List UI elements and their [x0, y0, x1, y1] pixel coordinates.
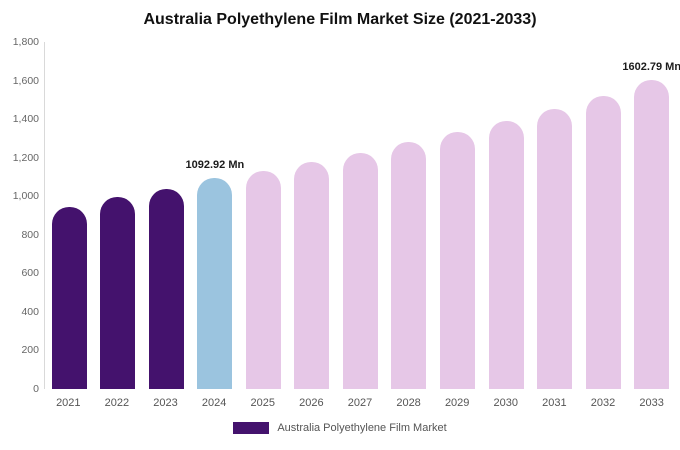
bar-2022[interactable] [100, 197, 136, 389]
bar-2025[interactable] [245, 171, 281, 389]
bar-2026[interactable] [294, 161, 330, 389]
bar-column [385, 42, 434, 389]
bar-2032[interactable] [585, 95, 621, 389]
y-tick-label: 1,600 [12, 74, 39, 87]
y-tick-label: 1,400 [12, 113, 39, 126]
bar-column [433, 42, 482, 389]
bar-column [530, 42, 579, 389]
bar-2030[interactable] [488, 121, 524, 389]
x-tick-label: 2027 [347, 397, 373, 409]
x-tick-label: 2028 [396, 397, 421, 409]
bar-column [482, 42, 531, 389]
y-tick-label: 400 [21, 305, 39, 318]
plot-area [45, 42, 676, 389]
data-label: 1602.79 Mn [622, 61, 680, 74]
plot-wrap: 0 200 400 600 800 1,000 1,200 1,400 1,600 1,800 1… [13, 36, 680, 395]
x-tick-label: 2022 [104, 397, 130, 409]
legend-item[interactable]: Australia Polyethylene Film Market [0, 422, 680, 434]
bar-column [191, 42, 240, 389]
bar-2033[interactable] [634, 80, 670, 389]
y-tick-label: 1,000 [12, 190, 39, 203]
y-tick-label: 0 [33, 383, 39, 395]
x-tick-label: 2030 [493, 397, 519, 409]
bar-2031[interactable] [537, 109, 573, 389]
bar-column [45, 42, 94, 389]
bar-2023[interactable] [148, 188, 184, 389]
y-tick-label: 200 [21, 344, 39, 357]
bar-2024[interactable] [197, 178, 233, 389]
y-tick-label: 800 [21, 228, 39, 241]
bar-column [627, 42, 676, 389]
y-axis: 0 200 400 600 800 1,000 1,200 1,400 1,600 1,800 [1, 36, 39, 395]
bar-2029[interactable] [440, 131, 476, 389]
y-tick-label: 1,200 [12, 151, 39, 164]
legend-swatch [233, 422, 270, 434]
x-tick-label: 2026 [299, 397, 324, 409]
bar-column [239, 42, 288, 389]
bar-column [94, 42, 143, 389]
x-tick-label: 2025 [250, 397, 275, 409]
x-tick-label: 2031 [542, 397, 567, 409]
y-tick-label: 1,800 [12, 36, 39, 48]
legend-label: Australia Polyethylene Film Market [277, 422, 447, 434]
bar-2028[interactable] [391, 142, 427, 389]
chart-title: Australia Polyethylene Film Market Size … [143, 11, 537, 28]
x-tick-label: 2033 [639, 397, 664, 409]
data-label: 1092.92 Mn [185, 159, 245, 172]
bar-2027[interactable] [342, 152, 378, 389]
x-tick-label: 2029 [444, 397, 470, 409]
y-tick-label: 600 [21, 267, 39, 280]
bar-column [142, 42, 191, 389]
bar-column [336, 42, 385, 389]
x-tick-label: 2032 [590, 397, 616, 409]
x-axis: 2021 2022 2023 2024 2025 2026 2027 2028 2029 2030… [44, 389, 676, 409]
x-tick-label: 2021 [56, 397, 81, 409]
x-tick-label: 2024 [201, 397, 227, 409]
bar-column [579, 42, 628, 389]
x-tick-label: 2023 [153, 397, 178, 409]
bar-column [288, 42, 337, 389]
bar-2021[interactable] [51, 206, 87, 389]
